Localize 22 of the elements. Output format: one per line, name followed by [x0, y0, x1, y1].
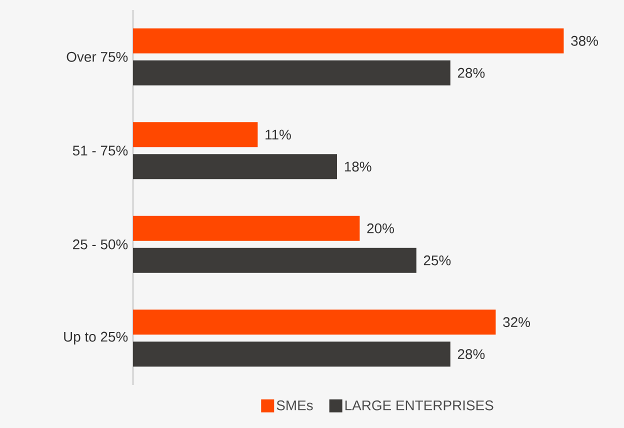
legend-label: LARGE ENTERPRISES: [345, 400, 494, 410]
data-label: 25%: [424, 255, 451, 266]
data-label: 28%: [458, 68, 485, 78]
bar: [133, 60, 450, 86]
data-label: 20%: [367, 223, 394, 234]
bar: [133, 154, 338, 180]
data-label: 32%: [503, 317, 530, 328]
legend-label: SMEs: [276, 400, 313, 410]
y-tick-label: Over 75%: [66, 52, 128, 62]
data-label: 18%: [344, 162, 372, 172]
data-label: 38%: [571, 36, 598, 46]
data-label: 28%: [458, 349, 485, 360]
bar: [133, 342, 450, 367]
data-label: 11%: [266, 130, 291, 140]
y-tick-label: 25 - 50%: [73, 239, 128, 250]
y-tick-label: 51 - 75%: [72, 146, 128, 156]
y-tick-label: Up to 25%: [64, 332, 128, 344]
bar: [133, 248, 416, 273]
bar: [133, 28, 564, 54]
bar: [133, 310, 496, 335]
bar: [133, 122, 258, 148]
bar: [133, 216, 360, 241]
